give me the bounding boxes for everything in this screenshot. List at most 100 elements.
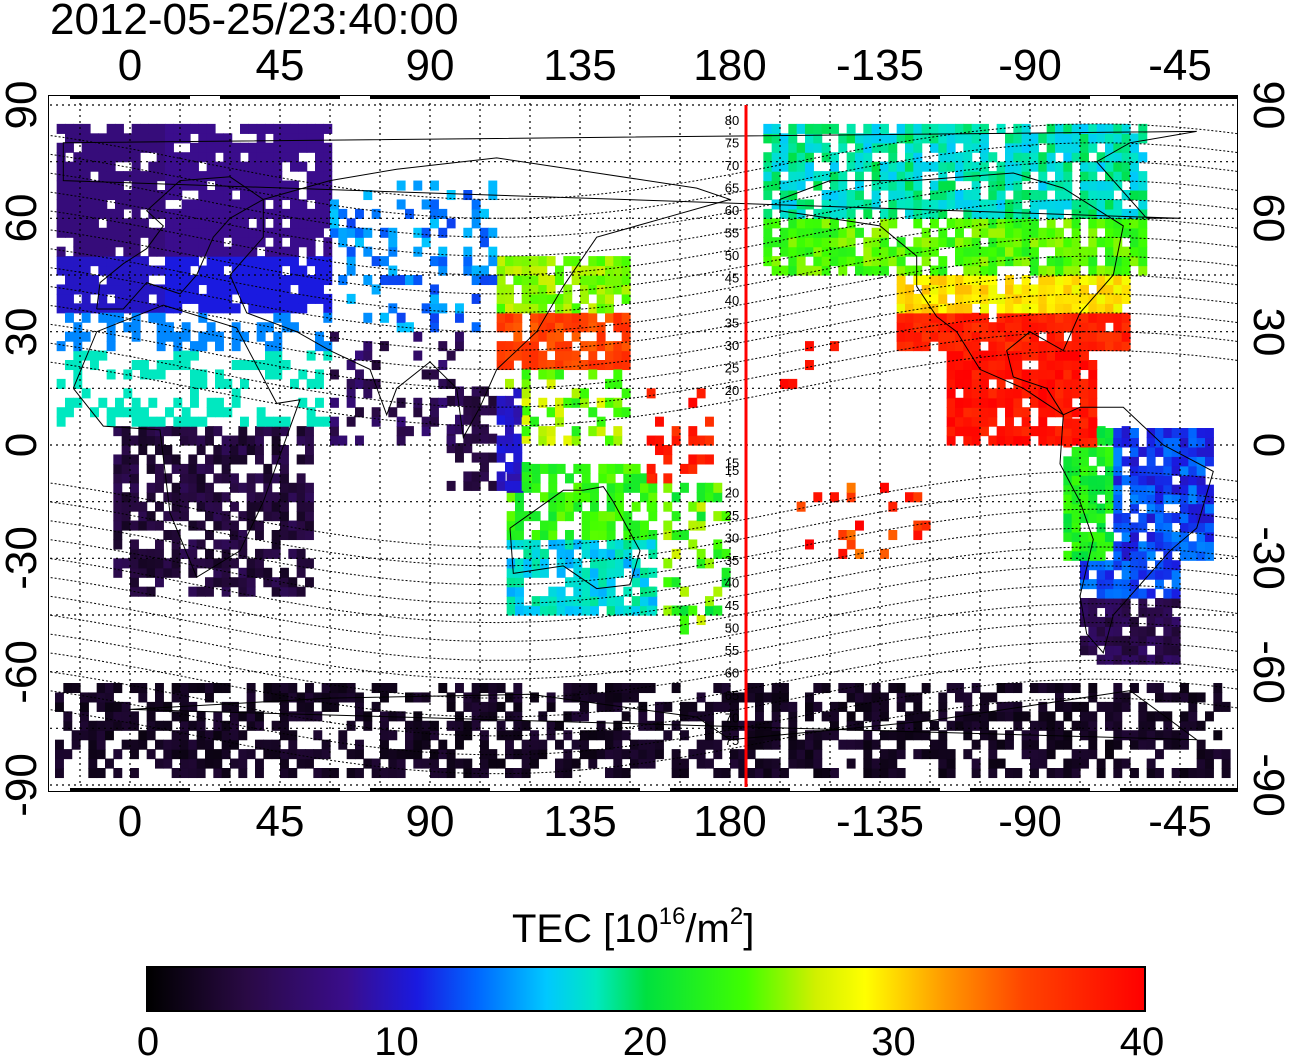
tec-cell xyxy=(123,388,133,399)
tec-cell xyxy=(1155,494,1164,505)
tec-cell xyxy=(581,482,591,493)
tec-cell xyxy=(156,360,166,371)
tec-cell xyxy=(556,548,566,559)
tec-cell xyxy=(813,492,823,503)
tec-cell xyxy=(546,701,556,712)
tec-cell xyxy=(606,482,616,493)
tec-cell xyxy=(296,482,306,493)
tec-cell xyxy=(65,265,74,276)
tec-cell xyxy=(81,237,91,248)
tec-cell xyxy=(105,730,114,741)
tec-cell xyxy=(221,520,231,531)
tec-cell xyxy=(548,520,558,531)
tec-cell xyxy=(1063,397,1073,408)
tec-cell xyxy=(1021,322,1031,333)
tec-cell xyxy=(106,180,116,191)
tec-cell xyxy=(96,739,106,750)
tec-cell xyxy=(480,433,489,444)
tec-cell xyxy=(505,711,514,722)
tec-cell xyxy=(156,133,166,144)
tec-cell xyxy=(230,758,239,769)
tec-cell xyxy=(148,161,158,172)
tec-cell xyxy=(713,749,723,760)
tec-cell xyxy=(363,378,373,389)
tec-cell xyxy=(1105,465,1114,476)
tec-cell xyxy=(113,501,123,512)
tec-cell xyxy=(198,190,208,201)
tec-cell xyxy=(290,303,299,314)
contour-labels: 8075706560555045403530252015152025303540… xyxy=(725,113,739,748)
tec-cell xyxy=(438,303,448,314)
tec-cell xyxy=(930,331,939,342)
tec-cell xyxy=(946,683,956,694)
tec-cell xyxy=(198,208,208,219)
tec-cell xyxy=(115,284,124,295)
tec-cell xyxy=(1138,569,1148,580)
tec-cell xyxy=(855,256,864,267)
tec-cell xyxy=(355,749,364,760)
tec-cell xyxy=(506,586,516,597)
tec-cell xyxy=(1205,484,1214,495)
tec-cell xyxy=(155,739,164,750)
tec-cell xyxy=(190,171,199,182)
tec-cell xyxy=(1113,598,1123,609)
tec-cell xyxy=(171,739,181,750)
tec-cell xyxy=(190,199,199,210)
tec-cell xyxy=(556,511,566,522)
tec-cell xyxy=(880,701,889,712)
tec-cell xyxy=(1038,133,1048,144)
tec-cell xyxy=(315,293,324,304)
tec-cell xyxy=(240,142,249,153)
tec-cell xyxy=(1013,720,1023,731)
tec-cell xyxy=(171,749,181,760)
tec-cell xyxy=(113,720,123,731)
tec-cell xyxy=(496,414,506,425)
tec-cell xyxy=(123,322,133,333)
tec-cell xyxy=(155,577,164,588)
tec-cell xyxy=(930,312,939,323)
tec-cell xyxy=(1121,522,1131,533)
tec-cell xyxy=(505,312,514,323)
tec-cell xyxy=(1096,446,1106,457)
tec-cell xyxy=(1163,626,1173,637)
tec-cell xyxy=(131,199,141,210)
tec-cell xyxy=(205,749,214,760)
tec-cell xyxy=(290,256,299,267)
tec-cell xyxy=(371,701,381,712)
tec-cell xyxy=(198,303,208,314)
tec-cell xyxy=(705,605,714,616)
tec-cell xyxy=(1046,322,1056,333)
tec-cell xyxy=(1005,152,1014,163)
tec-cell xyxy=(1063,199,1073,210)
tec-cell xyxy=(273,142,283,153)
contour-label: 30 xyxy=(725,531,739,546)
tec-cell xyxy=(971,768,981,779)
tec-cell xyxy=(288,586,298,597)
tec-cell xyxy=(605,293,614,304)
tec-cell xyxy=(888,730,898,741)
tec-cell xyxy=(213,720,223,731)
tec-cell xyxy=(238,577,248,588)
tec-cell xyxy=(581,463,591,474)
tec-cell xyxy=(1071,123,1081,134)
tec-cell xyxy=(265,256,274,267)
tec-cell xyxy=(1046,180,1056,191)
tec-cell xyxy=(980,701,989,712)
tec-cell xyxy=(438,749,448,760)
tec-cell xyxy=(471,293,481,304)
tec-cell xyxy=(623,463,633,474)
tec-cell xyxy=(788,730,798,741)
tec-cell xyxy=(115,171,124,182)
tec-cell xyxy=(763,123,773,134)
tec-cell xyxy=(140,369,149,380)
tec-cell xyxy=(315,123,324,134)
magnetic-contour xyxy=(48,236,1238,314)
tec-cell xyxy=(1071,303,1081,314)
tec-cell xyxy=(771,692,781,703)
tec-cell xyxy=(206,161,216,172)
tec-cell xyxy=(1071,237,1081,248)
tec-cell xyxy=(1138,598,1148,609)
tec-cell xyxy=(73,350,83,361)
left-lat-tick: 90 xyxy=(0,80,46,130)
tec-cell xyxy=(905,152,914,163)
